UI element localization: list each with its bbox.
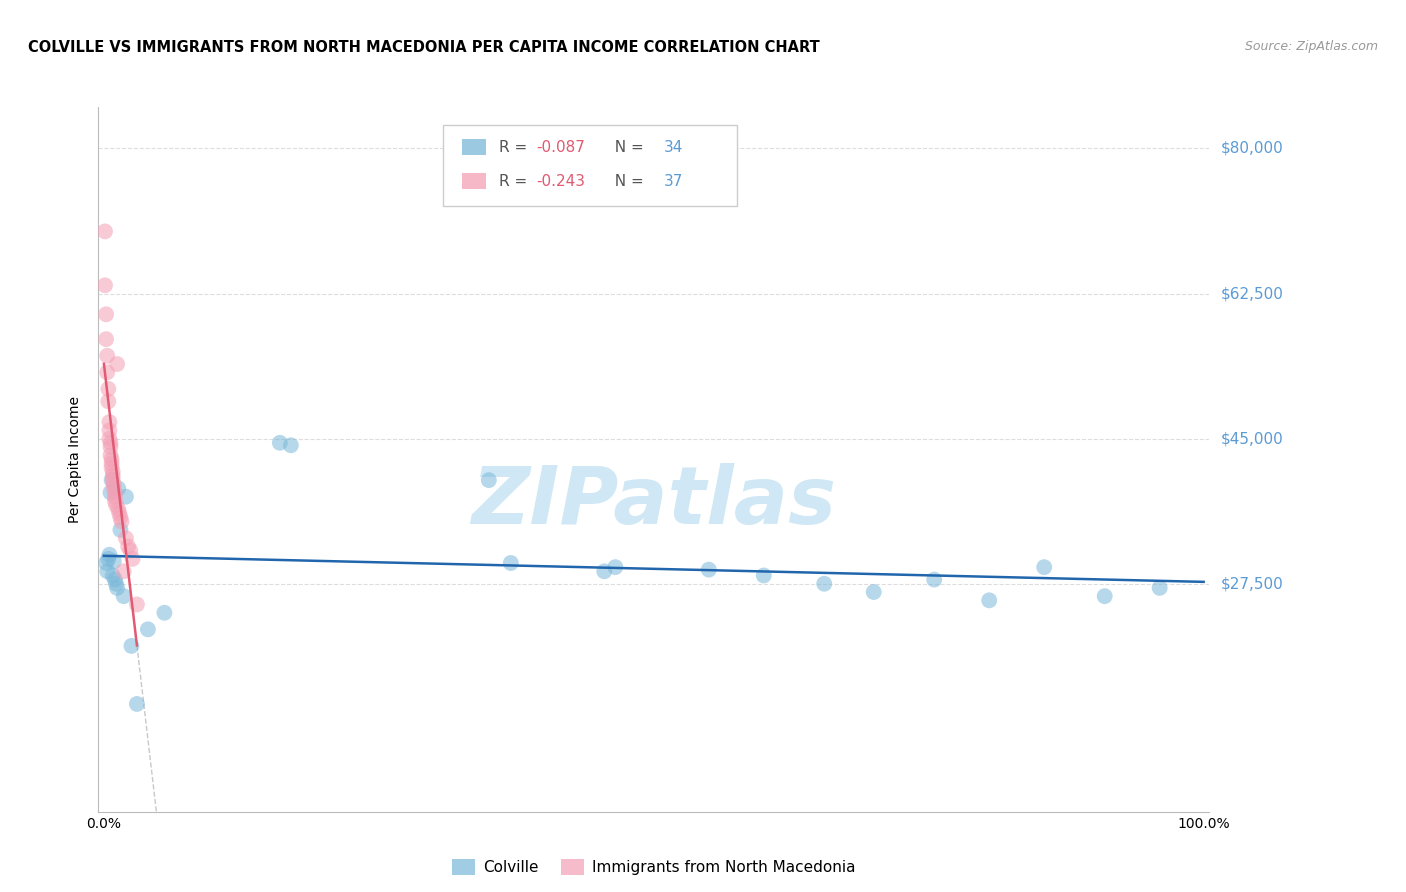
Point — [105, 498, 128, 512]
Point — [115, 531, 138, 545]
Point — [104, 490, 127, 504]
Point — [101, 465, 124, 479]
Point — [96, 349, 118, 363]
Point — [499, 556, 522, 570]
FancyBboxPatch shape — [443, 125, 737, 206]
Point — [105, 576, 128, 591]
Point — [98, 432, 121, 446]
Y-axis label: Per Capita Income: Per Capita Income — [69, 396, 83, 523]
Text: ZIPatlas: ZIPatlas — [471, 463, 837, 541]
Text: -0.087: -0.087 — [536, 140, 585, 154]
Point — [1033, 560, 1056, 574]
Point — [101, 568, 124, 582]
Point — [153, 606, 176, 620]
Point — [97, 394, 120, 409]
Point — [120, 639, 142, 653]
FancyBboxPatch shape — [461, 139, 486, 155]
Point — [100, 460, 122, 475]
Point — [922, 573, 945, 587]
Legend: Colville, Immigrants from North Macedonia: Colville, Immigrants from North Macedoni… — [446, 854, 862, 881]
Point — [100, 448, 122, 462]
Point — [115, 490, 138, 504]
Point — [103, 482, 125, 496]
Text: -0.243: -0.243 — [536, 174, 585, 188]
Point — [121, 552, 143, 566]
Point — [120, 543, 142, 558]
Point — [101, 473, 124, 487]
Point — [110, 510, 132, 524]
Point — [100, 485, 122, 500]
Point — [107, 482, 129, 496]
Point — [110, 515, 132, 529]
Point — [813, 576, 835, 591]
Point — [269, 435, 291, 450]
Point — [103, 477, 125, 491]
Point — [98, 423, 121, 437]
FancyBboxPatch shape — [461, 173, 486, 189]
Point — [100, 473, 122, 487]
Point — [1094, 589, 1116, 603]
Point — [107, 502, 129, 516]
Point — [105, 357, 128, 371]
Text: N =: N = — [605, 140, 648, 154]
Text: Source: ZipAtlas.com: Source: ZipAtlas.com — [1244, 40, 1378, 54]
Point — [862, 585, 884, 599]
Point — [112, 564, 135, 578]
Text: $45,000: $45,000 — [1220, 431, 1284, 446]
Point — [136, 623, 159, 637]
Point — [108, 506, 131, 520]
Point — [94, 556, 117, 570]
Point — [979, 593, 1001, 607]
Point — [94, 278, 117, 293]
Point — [96, 365, 118, 379]
Text: $27,500: $27,500 — [1220, 576, 1284, 591]
Point — [94, 332, 117, 346]
Point — [97, 382, 120, 396]
Text: 37: 37 — [664, 174, 683, 188]
Point — [100, 457, 122, 471]
Point — [98, 548, 121, 562]
Point — [103, 554, 125, 568]
Text: $62,500: $62,500 — [1220, 286, 1284, 301]
Point — [100, 435, 122, 450]
Point — [100, 452, 122, 467]
Point — [101, 469, 124, 483]
Point — [94, 224, 117, 238]
Point — [125, 697, 148, 711]
Point — [125, 598, 148, 612]
Point — [593, 564, 616, 578]
Text: 34: 34 — [664, 140, 683, 154]
Text: COLVILLE VS IMMIGRANTS FROM NORTH MACEDONIA PER CAPITA INCOME CORRELATION CHART: COLVILLE VS IMMIGRANTS FROM NORTH MACEDO… — [28, 40, 820, 55]
Point — [96, 564, 118, 578]
Point — [112, 589, 135, 603]
Point — [117, 540, 139, 554]
Point — [697, 563, 720, 577]
Point — [605, 560, 627, 574]
Point — [97, 552, 120, 566]
Point — [110, 523, 132, 537]
Point — [100, 440, 122, 454]
Text: R =: R = — [499, 140, 533, 154]
Point — [104, 485, 127, 500]
Point — [752, 568, 775, 582]
Point — [280, 438, 302, 452]
Text: R =: R = — [499, 174, 533, 188]
Point — [104, 573, 127, 587]
Point — [478, 473, 501, 487]
Point — [98, 415, 121, 429]
Text: N =: N = — [605, 174, 648, 188]
Text: $80,000: $80,000 — [1220, 141, 1284, 156]
Point — [94, 307, 117, 321]
Point — [105, 581, 128, 595]
Point — [1149, 581, 1171, 595]
Point — [104, 493, 127, 508]
